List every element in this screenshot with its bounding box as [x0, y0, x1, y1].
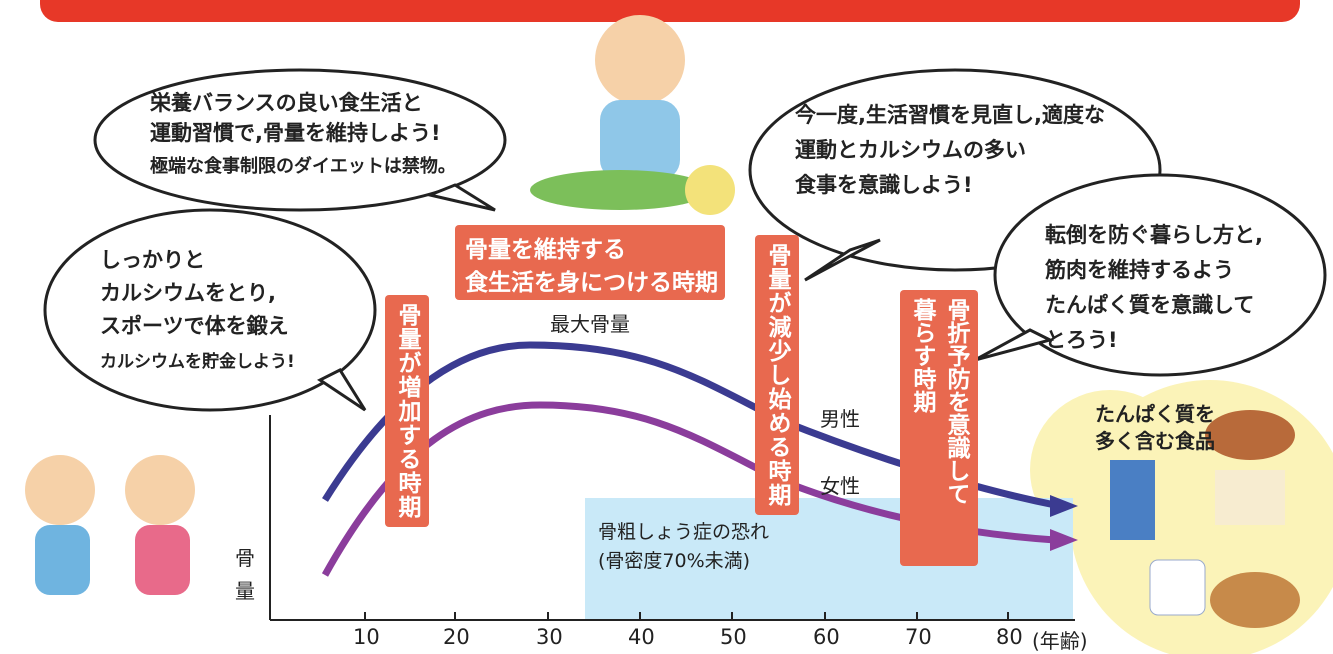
x-tick-label: 30: [536, 625, 563, 649]
bubble-text: 筋肉を維持するよう: [1045, 255, 1234, 285]
x-tick-label: 80: [996, 625, 1023, 649]
risk-text: 骨粗しょう症の恐れ: [598, 517, 769, 544]
risk-text: (骨密度70%未満): [598, 546, 750, 573]
y-label: 骨: [235, 542, 255, 571]
x-tick-label: 60: [813, 625, 840, 649]
bubble-text: カルシウムを貯金しよう!: [100, 347, 295, 372]
bubble-text: とろう!: [1045, 325, 1118, 355]
bubble-text: しっかりと: [100, 245, 205, 275]
x-unit: (年齢): [1032, 625, 1088, 654]
bubble-text: カルシウムをとり,: [100, 278, 276, 308]
x-tick-label: 40: [628, 625, 655, 649]
banner: [40, 0, 1300, 22]
page: {"bubbles":[ {"lines":["栄養バランスの良い食生活と","…: [0, 0, 1333, 654]
infographic: 栄養バランスの良い食生活と 運動習慣で,骨量を維持しよう! 極端な食事制限のダイ…: [0, 0, 1333, 654]
period-text: 骨量を維持する: [465, 230, 626, 264]
period-text: 食生活を身につける時期: [465, 263, 718, 297]
bubble-text: 運動習慣で,骨量を維持しよう!: [150, 118, 441, 148]
bubble-text: 今一度,生活習慣を見直し,適度な: [795, 100, 1105, 130]
bubble-text: 極端な食事制限のダイエットは禁物。: [150, 152, 456, 178]
bubble-text: スポーツで体を鍛え: [100, 311, 289, 341]
x-tick-label: 70: [905, 625, 932, 649]
bubble-text: 食事を意識しよう!: [795, 170, 973, 200]
male-label: 男性: [820, 403, 860, 432]
bubble-text: 運動とカルシウムの多い: [795, 135, 1026, 165]
female-label: 女性: [820, 470, 860, 499]
food-text: たんぱく質を: [1095, 398, 1215, 427]
x-tick-label: 10: [353, 625, 380, 649]
period-label: 骨量が増加する時期: [385, 295, 429, 527]
bubble-text: 栄養バランスの良い食生活と: [150, 88, 423, 118]
period-text: 暮らす時期: [909, 298, 935, 413]
period-label: 骨量が減少し始める時期: [755, 235, 799, 515]
bubble-text: たんぱく質を意識して: [1045, 290, 1254, 320]
period-text: 骨折予防を意識して: [943, 298, 969, 505]
period-label: 骨折予防を意識して暮らす時期: [900, 290, 978, 566]
y-label: 量: [235, 575, 255, 604]
x-tick-label: 20: [443, 625, 470, 649]
period-box: 骨量を維持する 食生活を身につける時期: [455, 225, 725, 300]
bubble-text: 転倒を防ぐ暮らし方と,: [1045, 220, 1263, 250]
x-tick-label: 50: [720, 625, 747, 649]
food-text: 多く含む食品: [1095, 425, 1215, 454]
peak-label: 最大骨量: [550, 308, 630, 337]
